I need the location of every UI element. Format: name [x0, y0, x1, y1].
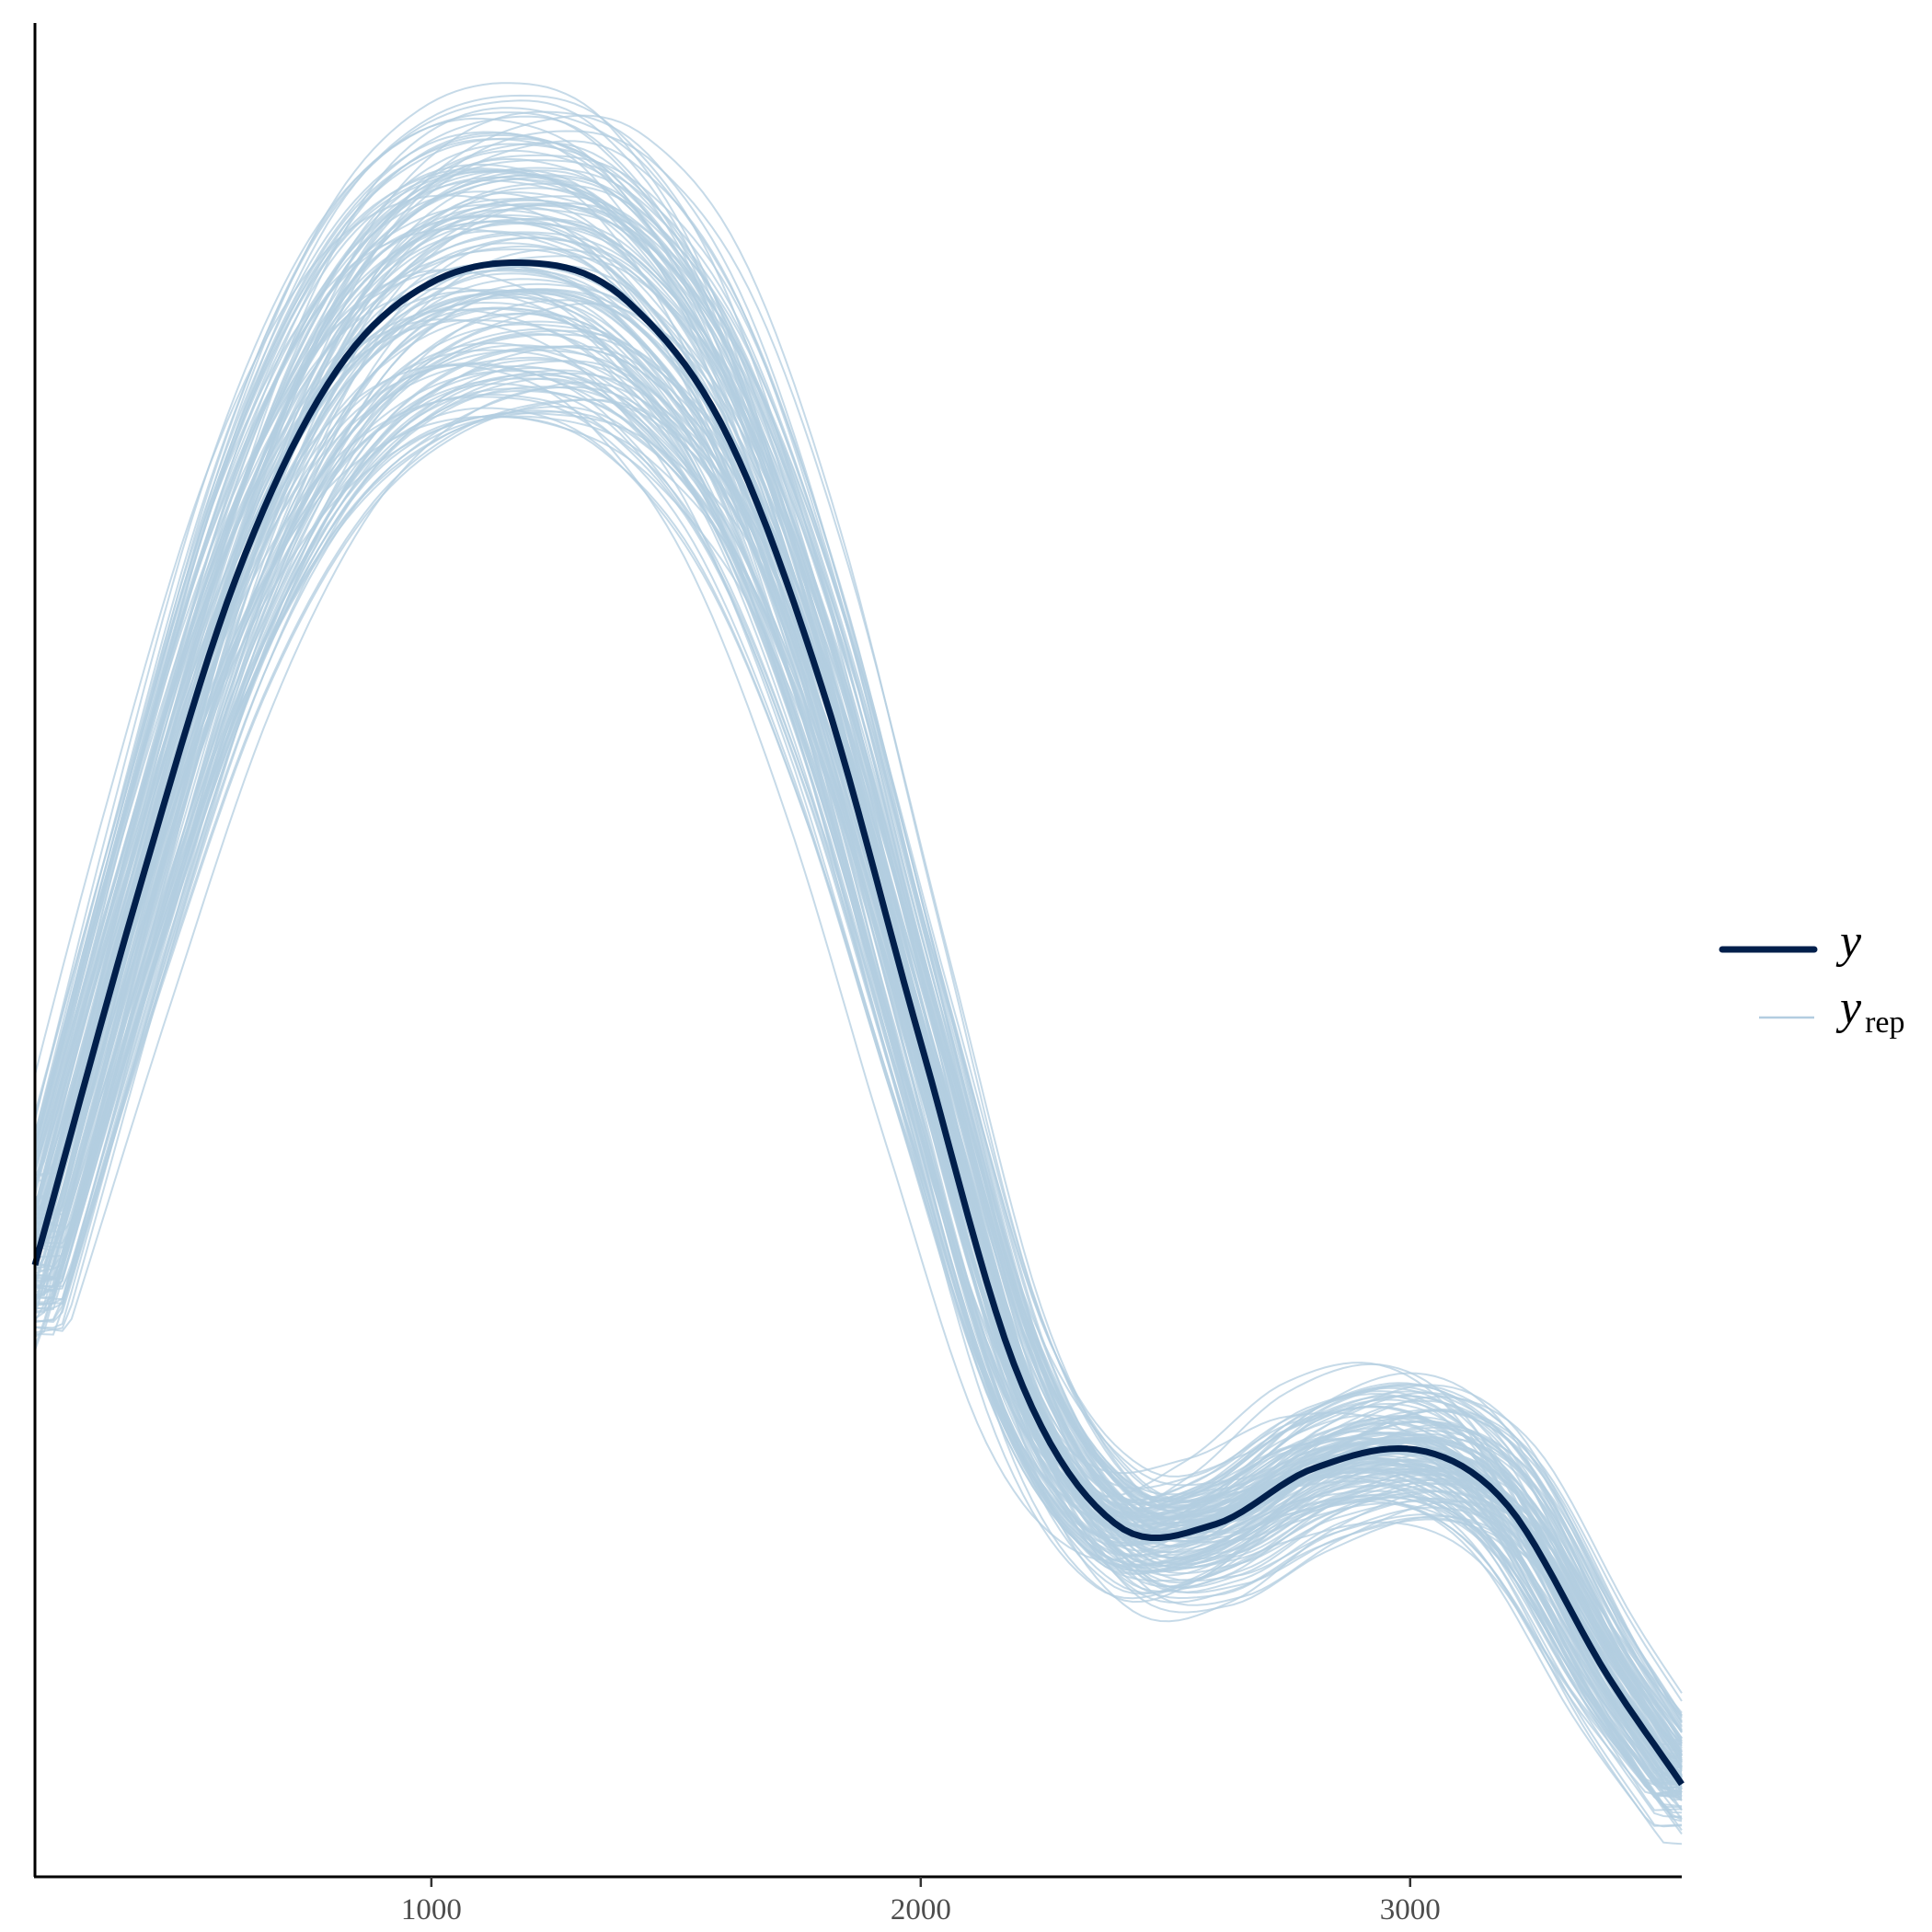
- yrep-line: [34, 117, 1683, 1763]
- yrep-line: [34, 415, 1683, 1793]
- yrep-line: [34, 293, 1683, 1799]
- yrep-line: [34, 199, 1683, 1789]
- x-ticks: 1000 2000 3000: [401, 1877, 1441, 1926]
- yrep-line: [34, 266, 1683, 1771]
- legend-label-yrep: y rep: [1835, 982, 1905, 1040]
- x-tick-label: 1000: [401, 1893, 462, 1926]
- yrep-line: [34, 293, 1683, 1788]
- yrep-line: [34, 383, 1683, 1820]
- yrep-line: [34, 203, 1683, 1716]
- yrep-line: [34, 288, 1683, 1835]
- yrep-line: [34, 372, 1683, 1780]
- yrep-line: [34, 290, 1683, 1785]
- yrep-series-lines: [34, 82, 1683, 1846]
- y-series-group: [31, 259, 1685, 1787]
- yrep-line: [34, 182, 1683, 1742]
- yrep-line: [34, 377, 1683, 1801]
- yrep-line: [34, 344, 1683, 1771]
- legend: y y rep: [1719, 915, 1905, 1040]
- yrep-line: [34, 306, 1683, 1811]
- yrep-line: [34, 131, 1683, 1800]
- x-tick-label: 2000: [891, 1893, 951, 1926]
- yrep-line: [34, 227, 1683, 1760]
- yrep-line: [34, 114, 1683, 1764]
- yrep-line: [34, 396, 1683, 1797]
- yrep-line: [34, 307, 1683, 1762]
- y-line: [31, 259, 1685, 1787]
- legend-label-y: y: [1835, 915, 1862, 968]
- x-tick-label: 3000: [1380, 1893, 1441, 1926]
- yrep-line: [34, 290, 1683, 1798]
- yrep-line: [34, 194, 1682, 1746]
- axes: [33, 23, 1682, 1879]
- yrep-line: [34, 209, 1683, 1757]
